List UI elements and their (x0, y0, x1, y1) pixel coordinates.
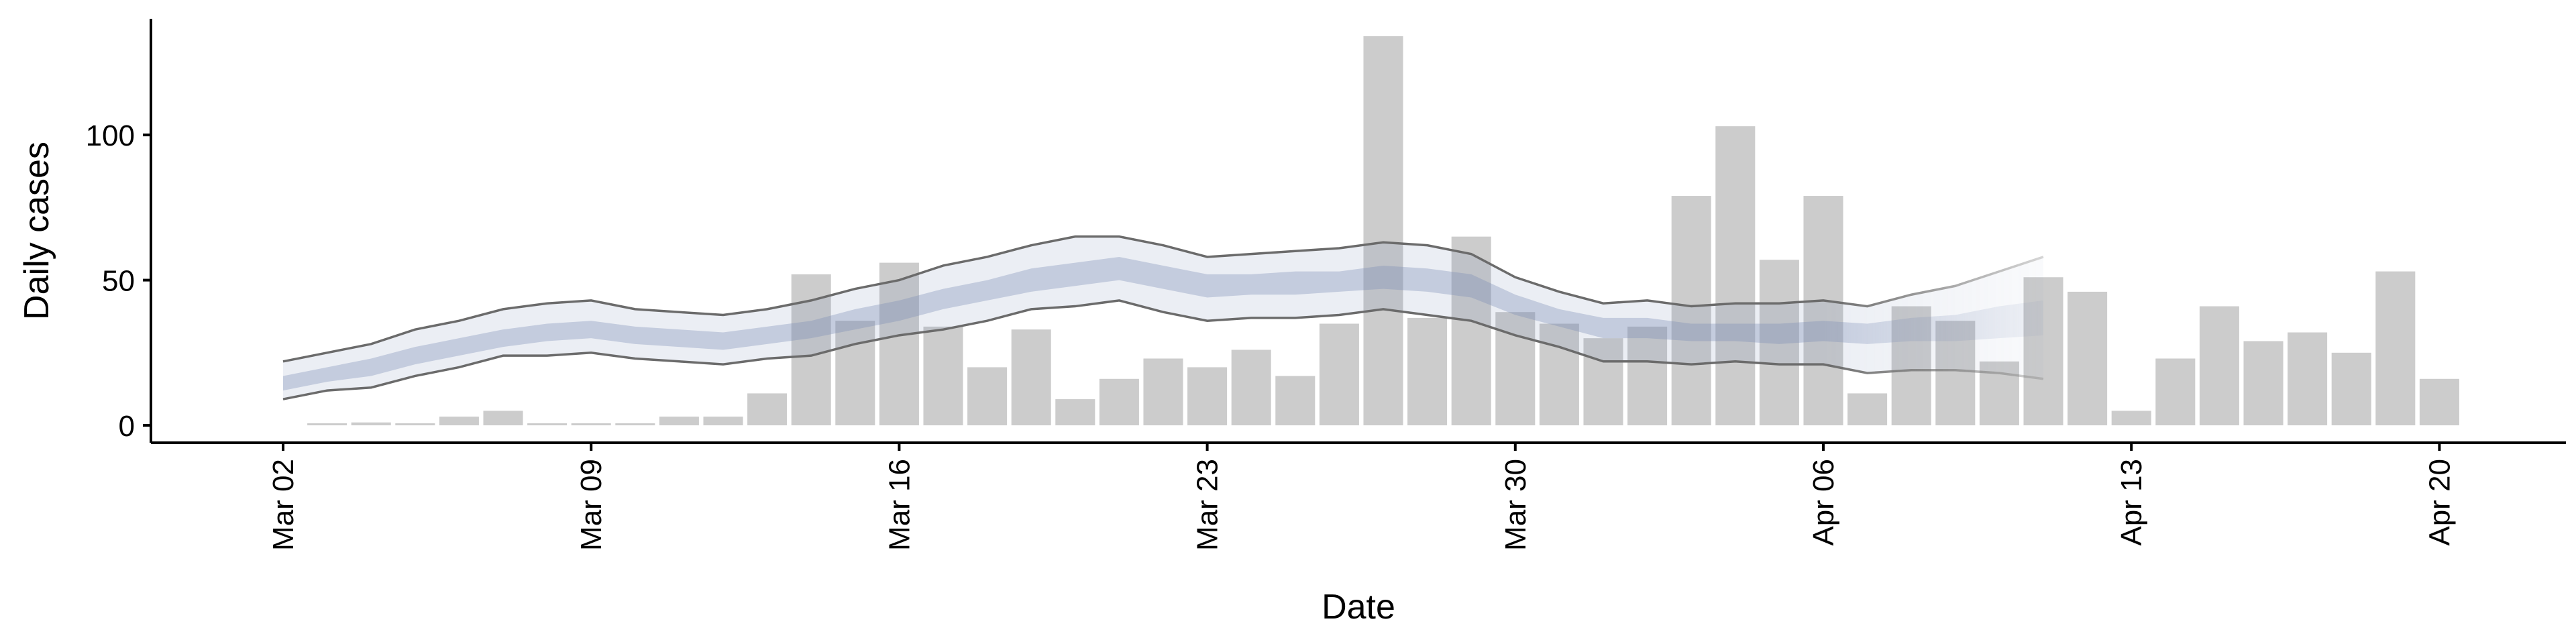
bar-2020-03-24 (1231, 350, 1271, 426)
band-group (282, 235, 2044, 400)
bar-2020-04-15 (2199, 306, 2239, 426)
x-tick-label-Apr 20: Apr 20 (2423, 459, 2456, 546)
bar-2020-03-27 (1363, 36, 1403, 426)
bar-2020-04-12 (2068, 291, 2108, 426)
x-tick-label-Mar 09: Mar 09 (575, 459, 608, 551)
x-tick-label-Apr 06: Apr 06 (1807, 459, 1840, 546)
bar-2020-03-29 (1451, 236, 1491, 426)
bar-2020-03-13 (747, 393, 788, 426)
bar-2020-04-11 (2023, 277, 2063, 426)
outer-interval (283, 236, 2043, 400)
bar-2020-04-16 (2243, 341, 2284, 426)
bar-2020-03-25 (1275, 376, 1316, 426)
bar-2020-03-05 (395, 423, 435, 426)
bar-2020-03-18 (967, 367, 1008, 426)
bar-2020-03-08 (527, 423, 568, 426)
bar-2020-04-02 (1627, 326, 1668, 426)
bar-2020-03-17 (923, 326, 963, 426)
bar-2020-04-06 (1803, 196, 1843, 426)
bar-2020-03-12 (703, 417, 743, 426)
bar-2020-03-10 (615, 423, 655, 426)
bar-2020-03-09 (571, 423, 611, 426)
bar-2020-03-22 (1143, 358, 1183, 426)
bar-2020-03-23 (1187, 367, 1228, 426)
outer-upper-line (282, 235, 2044, 363)
x-tick-label-Mar 30: Mar 30 (1499, 459, 1532, 551)
bars-layer (307, 36, 2459, 426)
x-axis-label: Date (1322, 588, 1395, 627)
bar-2020-03-20 (1055, 399, 1095, 426)
bar-2020-03-07 (483, 411, 523, 426)
y-ticks: 0 50 100 (86, 119, 151, 443)
bar-2020-03-04 (351, 422, 391, 426)
bar-2020-04-07 (1847, 393, 1888, 426)
bar-2020-04-13 (2111, 411, 2151, 426)
bar-2020-04-04 (1715, 126, 1756, 426)
bar-2020-04-20 (2419, 378, 2459, 426)
inner-interval (283, 256, 2043, 391)
bar-2020-04-17 (2288, 332, 2328, 426)
y-axis-label: Daily cases (17, 142, 56, 320)
outer-lower-line (282, 299, 2044, 400)
bar-2020-03-15 (835, 321, 875, 426)
x-tick-label-Apr 13: Apr 13 (2115, 459, 2148, 546)
bar-2020-03-26 (1319, 323, 1359, 426)
bar-2020-04-09 (1935, 321, 1976, 426)
bar-2020-04-19 (2375, 271, 2416, 426)
bar-2020-03-19 (1011, 329, 1051, 426)
y-tick-label-50: 50 (102, 265, 135, 298)
bar-2020-03-11 (659, 417, 699, 426)
bar-2020-03-06 (439, 417, 479, 426)
bar-2020-04-03 (1671, 196, 1711, 426)
x-tick-label-Mar 16: Mar 16 (883, 459, 916, 551)
x-tick-label-Mar 23: Mar 23 (1191, 459, 1224, 551)
bar-2020-04-18 (2331, 352, 2371, 426)
bar-2020-04-14 (2155, 358, 2196, 426)
bar-2020-03-28 (1407, 317, 1448, 426)
bar-2020-03-31 (1539, 323, 1579, 426)
uncertainty-band-layer (282, 235, 2044, 400)
bar-2020-04-01 (1583, 338, 1623, 426)
axes-layer (150, 19, 2566, 444)
x-ticks: Mar 02 Mar 09 Mar 16 Mar 23 Mar 30 Apr 06 Apr … (267, 443, 2456, 551)
y-tick-label-100: 100 (86, 119, 135, 152)
x-tick-label-Mar 02: Mar 02 (267, 459, 300, 551)
bar-2020-03-21 (1099, 378, 1139, 426)
bar-2020-04-08 (1891, 306, 1931, 426)
bar-2020-03-03 (307, 423, 347, 426)
bar-2020-04-05 (1759, 260, 1799, 426)
y-tick-label-0: 0 (119, 410, 135, 443)
bar-2020-03-16 (879, 262, 919, 426)
